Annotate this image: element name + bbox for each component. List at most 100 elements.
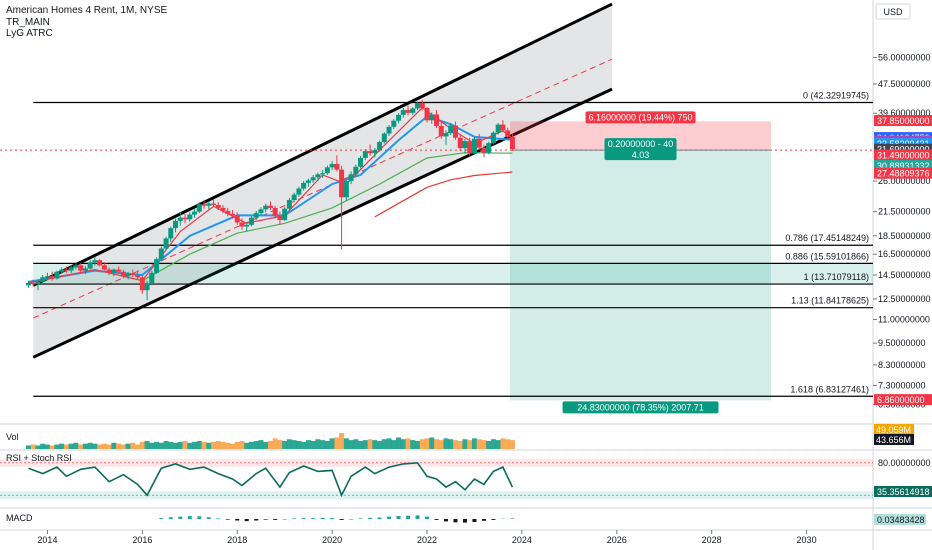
candle-body [490, 132, 496, 144]
candle-body [419, 103, 425, 109]
volume-bar [229, 443, 235, 449]
candle-body [377, 142, 383, 151]
volume-bar [377, 441, 383, 449]
candle-body [452, 125, 458, 138]
candle-body [386, 126, 392, 134]
rsi-pane-title[interactable]: RSI + Stoch RSI [6, 453, 72, 463]
volume-bar [73, 442, 79, 449]
candle-body [149, 272, 155, 284]
volume-bar [381, 439, 387, 449]
candle-body [358, 157, 364, 167]
candle-body [462, 141, 468, 149]
price-tick-label: 12.50000000 [878, 294, 931, 304]
macd-pane: 0.03483428 [159, 514, 926, 525]
macd-histogram-bar [292, 518, 297, 519]
candle-body [154, 259, 160, 273]
candle-body [54, 271, 60, 279]
volume-bar [367, 439, 373, 449]
candle-body [272, 207, 278, 217]
candle-body [78, 265, 84, 271]
candle-body [92, 260, 98, 263]
volume-bar [111, 442, 117, 449]
volume-bar [343, 438, 349, 449]
volume-bar [101, 443, 107, 449]
channel-upper-line[interactable] [32, 2, 613, 287]
macd-histogram-bar [491, 519, 496, 520]
candle-body [177, 217, 183, 221]
candle-body [44, 276, 50, 278]
entry-label-badge [604, 138, 677, 161]
volume-bar [296, 441, 302, 449]
candle-body [286, 200, 292, 209]
rsi-line [28, 461, 514, 498]
candle-body [234, 215, 240, 223]
volume-bar [215, 441, 221, 449]
volume-bar [97, 444, 103, 449]
price-badge [874, 394, 932, 406]
time-tick-label: 2014 [37, 535, 57, 545]
candle-body [187, 214, 193, 220]
macd-histogram-bar [254, 519, 259, 521]
volume-bar [54, 444, 60, 449]
fib-extension-levels[interactable]: 0 (42.32919745) 0.786 (17.45148249) 0.886 … [33, 91, 873, 397]
volume-value-label: 43.656M [876, 435, 911, 445]
rsi-value-label: 35.35614918 [877, 487, 930, 497]
volume-bar [35, 445, 41, 449]
volume-bar [424, 438, 430, 449]
candle-body [116, 269, 122, 272]
channel-lower-line[interactable] [32, 87, 613, 359]
volume-bar [263, 441, 269, 449]
volume-value-badge [874, 424, 914, 435]
candle-body [163, 238, 169, 249]
candle-body [244, 224, 250, 227]
take-profit-zone[interactable] [510, 150, 771, 401]
candle-body [415, 103, 421, 109]
price-axis[interactable]: 56.00000000 47.50000000 39.60000000 26.0000… [873, 52, 932, 409]
currency-button[interactable] [875, 3, 911, 20]
short-position-tool[interactable]: 6.16000000 (19.44%) 750 0.20000000 - 404.… [0, 111, 873, 414]
macd-histogram-bar [263, 519, 268, 520]
time-axis[interactable]: 2014 2016 2018 2020 2022 2024 2026 2028 2030 [37, 530, 817, 545]
candle-body [410, 108, 416, 113]
macd-histogram-bar [406, 515, 411, 519]
candle-body [144, 283, 150, 291]
indicator-legend-tr-main[interactable]: TR_MAIN [6, 17, 50, 28]
fib-zone-fill [33, 263, 873, 285]
price-badge-label: 6.86000000 [877, 395, 925, 405]
indicator-legend-atrc[interactable]: LyG ATRC [6, 28, 53, 39]
price-badge [874, 159, 932, 171]
volume-value-label: 49.059M [876, 425, 911, 435]
candle-body [343, 181, 349, 198]
volume-bar [410, 440, 416, 449]
volume-bar [125, 443, 131, 449]
candle-body [310, 177, 316, 181]
candle-body [329, 163, 335, 168]
candle-body [438, 125, 444, 137]
volume-bar [386, 438, 392, 449]
macd-histogram-bar [434, 519, 439, 520]
price-badge-label: 37.85000000 [877, 116, 930, 126]
price-tick-label: 8.30000000 [878, 360, 926, 370]
price-badge [874, 115, 932, 127]
candle-body [282, 208, 288, 221]
symbol-title[interactable]: American Homes 4 Rent, 1M, NYSE [6, 5, 167, 16]
volume-bar [267, 441, 273, 449]
volume-bar [339, 433, 345, 449]
macd-histogram-bar [301, 518, 306, 519]
volume-pane-title[interactable]: Vol [6, 432, 19, 442]
time-tick-label: 2028 [702, 535, 722, 545]
macd-histogram-bar [330, 518, 335, 519]
volume-bar [59, 443, 65, 449]
candle-body [500, 124, 506, 131]
volume-bar [438, 440, 444, 449]
candle-body [296, 188, 302, 195]
macd-histogram-bar [443, 519, 448, 522]
price-tick-label: 18.50000000 [878, 231, 931, 241]
candle-body [158, 248, 164, 260]
volume-bar [173, 442, 179, 449]
volume-bar [239, 441, 245, 449]
volume-bar [192, 441, 198, 449]
macd-pane-title[interactable]: MACD [6, 513, 33, 523]
